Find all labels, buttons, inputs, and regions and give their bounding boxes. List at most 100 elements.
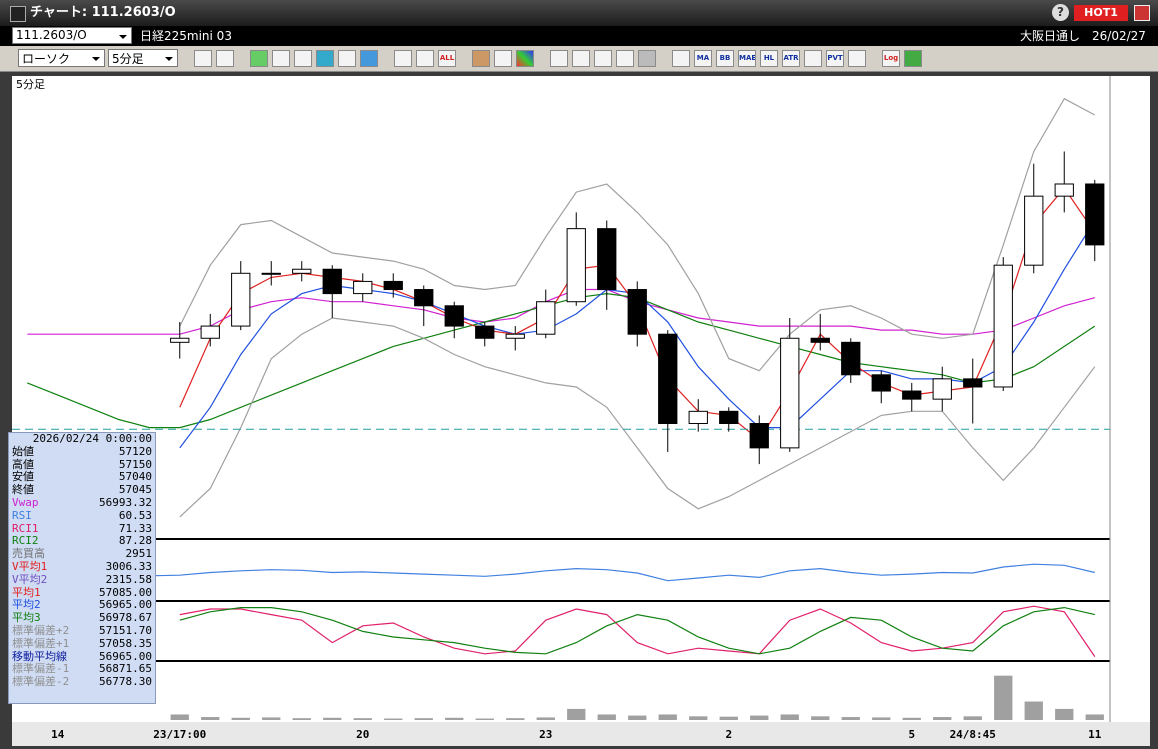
info-value: 57058.35 (99, 636, 152, 650)
tool-button[interactable]: HL (760, 50, 778, 67)
volume-bar (872, 717, 891, 721)
volume-bar (811, 716, 830, 721)
x-tick-label: 24/8:45 (950, 728, 996, 741)
tool-button[interactable] (572, 50, 590, 67)
close-button[interactable] (1134, 5, 1150, 21)
indicator-line (179, 606, 1095, 655)
volume-bar (902, 717, 921, 721)
candle-body (1024, 195, 1044, 266)
symbol-input[interactable]: 111.2603/O (12, 27, 132, 44)
info-row: 標準偏差-2 56778.30 (9, 675, 155, 689)
tool-button[interactable] (316, 50, 334, 67)
candle-body (780, 337, 800, 449)
candle-body (688, 410, 708, 425)
info-value: 57040 (118, 470, 152, 484)
info-label: RCI1 (12, 521, 39, 535)
volume-bar (201, 717, 220, 721)
instrument: 日経225mini 03 (140, 29, 232, 43)
volume-bar (628, 715, 647, 721)
candle-body (749, 423, 769, 449)
tool-button[interactable] (216, 50, 234, 67)
date: 26/02/27 (1092, 29, 1146, 43)
volume-bar (1055, 708, 1074, 721)
indicator-line (179, 97, 1096, 372)
info-value: 56993.32 (99, 495, 152, 509)
info-value: 57151.70 (99, 623, 152, 637)
tool-button[interactable] (550, 50, 568, 67)
tool-button[interactable] (472, 50, 490, 67)
tool-button[interactable]: Log (882, 50, 900, 67)
tool-button[interactable]: ATR (782, 50, 800, 67)
app-icon (10, 6, 26, 22)
hot-button[interactable]: HOT1 (1074, 5, 1128, 21)
candle-body (536, 301, 556, 335)
info-value: 57085.00 (99, 585, 152, 599)
info-value: 2315.58 (105, 572, 152, 586)
info-value: 56871.65 (99, 662, 152, 676)
tool-button[interactable] (516, 50, 534, 67)
tool-button[interactable]: PVT (826, 50, 844, 67)
tool-button[interactable] (804, 50, 822, 67)
tool-button[interactable] (672, 50, 690, 67)
tool-button[interactable] (638, 50, 656, 67)
interval-select[interactable]: 5分足 (108, 49, 178, 67)
info-row: RCI2 87.28 (9, 535, 155, 548)
help-button[interactable]: ? (1052, 4, 1069, 21)
tool-button[interactable] (194, 50, 212, 67)
candle-body (231, 272, 251, 327)
x-tick-label: 2 (725, 728, 732, 741)
tool-button[interactable] (360, 50, 378, 67)
tool-button[interactable] (250, 50, 268, 67)
candle-body (566, 228, 586, 303)
tool-button[interactable] (494, 50, 512, 67)
volume-bar (170, 714, 189, 721)
tool-button[interactable] (848, 50, 866, 67)
volume-bar (475, 718, 494, 721)
tool-button[interactable] (294, 50, 312, 67)
info-label: 標準偏差-1 (12, 662, 70, 676)
info-label: 平均3 (12, 611, 41, 625)
volume-bar (1024, 701, 1043, 721)
volume-bar (841, 717, 860, 721)
tool-button[interactable] (904, 50, 922, 67)
volume-bar (780, 714, 799, 721)
info-row: 平均2 56965.00 (9, 599, 155, 612)
tool-button[interactable]: MAE (738, 50, 756, 67)
info-row: RCI1 71.33 (9, 521, 155, 536)
indicator-line (27, 563, 1095, 582)
volume-bar (750, 715, 769, 721)
candle-body (444, 305, 464, 327)
tool-button[interactable]: BB (716, 50, 734, 67)
info-row: V平均1 3006.33 (9, 560, 155, 574)
candle-body (261, 272, 281, 275)
x-axis-area (12, 722, 1150, 746)
volume-bar (231, 717, 250, 721)
info-value: 2951 (125, 547, 153, 561)
tool-button[interactable] (272, 50, 290, 67)
candle-body (627, 289, 647, 335)
info-label: 終値 (12, 483, 34, 497)
tool-button[interactable] (338, 50, 356, 67)
info-value: 56965.00 (99, 649, 152, 663)
volume-bar (719, 716, 738, 721)
candle-body (810, 337, 830, 343)
chart-type-select[interactable]: ローソク (18, 49, 105, 67)
candle-body (1054, 183, 1074, 197)
candle-body (719, 410, 739, 425)
indicator-line (27, 292, 1096, 429)
volume-bar (567, 708, 586, 721)
tool-button[interactable] (616, 50, 634, 67)
candle-body (475, 325, 495, 339)
tool-button[interactable] (594, 50, 612, 67)
info-label: 売買高 (12, 547, 45, 561)
tool-button[interactable]: MA (694, 50, 712, 67)
info-row: V平均2 2315.58 (9, 572, 155, 587)
candle-body (658, 333, 678, 425)
candle-body (292, 268, 312, 274)
tool-button[interactable] (416, 50, 434, 67)
info-value: 57045 (118, 483, 152, 497)
tool-button[interactable]: ALL (438, 50, 456, 67)
tool-button[interactable] (394, 50, 412, 67)
info-datetime: 2026/02/24 0:00:00 (32, 432, 152, 445)
